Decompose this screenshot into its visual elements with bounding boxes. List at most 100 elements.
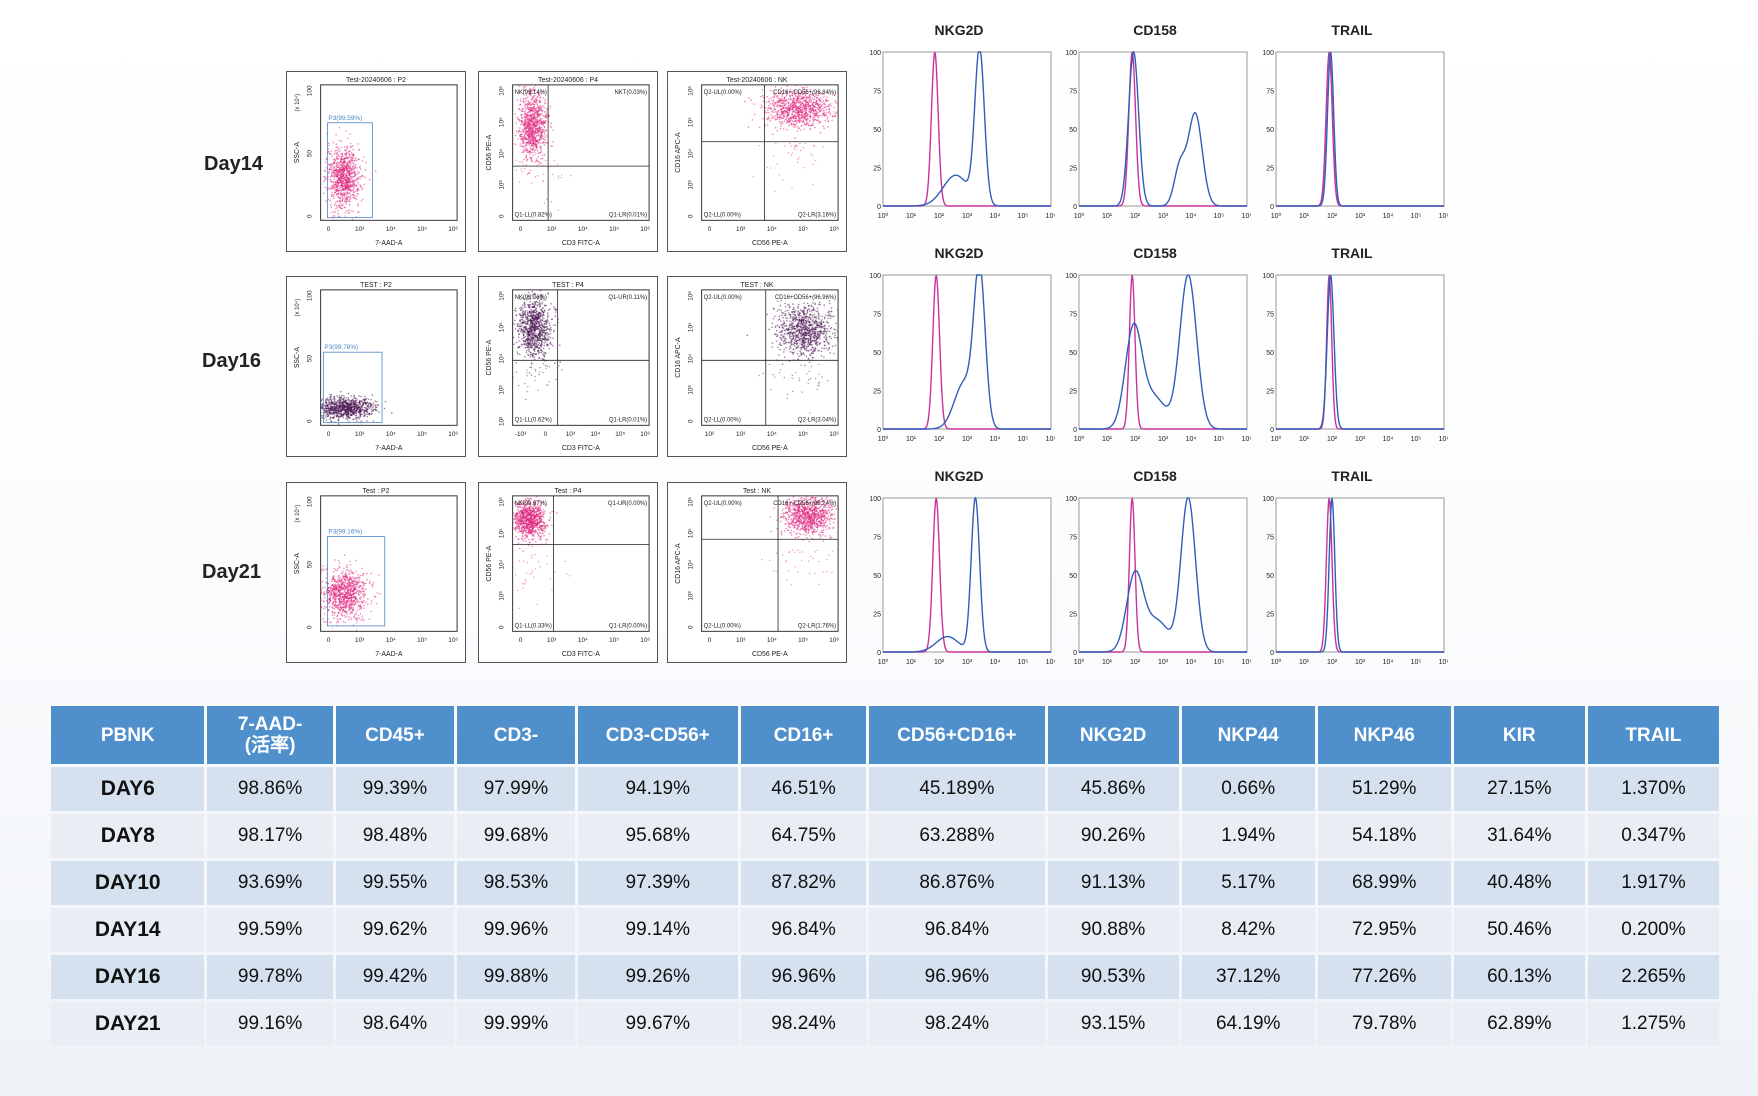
event-dot <box>332 186 335 188</box>
event-dot <box>523 298 526 300</box>
event-dot <box>768 98 771 100</box>
x-axis-label: 7-AAD-A <box>375 445 403 452</box>
event-dot <box>332 187 334 190</box>
event-dot <box>550 343 553 346</box>
event-dot <box>801 96 804 99</box>
event-dot <box>798 157 800 159</box>
event-dot <box>805 98 808 100</box>
event-dot <box>528 123 530 125</box>
event-dot <box>774 108 777 111</box>
event-dot <box>825 330 827 332</box>
event-dot <box>363 156 365 158</box>
event-dot <box>526 390 528 393</box>
plot-frame <box>512 84 650 221</box>
event-dot <box>359 177 361 180</box>
event-dot <box>519 323 521 326</box>
x-tick-label: 0 <box>708 226 712 233</box>
event-dot <box>773 108 775 110</box>
event-dot <box>833 111 835 113</box>
event-dot <box>524 105 527 108</box>
event-dot <box>521 337 523 340</box>
scatter-plot-panel: TEST : P2 7-AAD-A SSC-A (x 10⁴) 0 10³ 10⁴ 10⁵ 10… <box>286 276 466 457</box>
event-dot <box>806 312 809 314</box>
event-dot <box>346 151 348 154</box>
event-dot <box>793 339 796 342</box>
event-dot <box>540 327 543 329</box>
event-dot <box>799 92 802 94</box>
event-dot <box>357 411 360 413</box>
event-dot <box>815 103 817 105</box>
event-dot <box>513 343 515 346</box>
x-tick-label: 10³ <box>547 226 557 233</box>
event-dot <box>515 362 518 364</box>
event-dot <box>349 163 352 166</box>
event-dot <box>337 213 340 215</box>
event-dot <box>531 310 533 312</box>
event-dot <box>537 92 539 95</box>
event-dot <box>525 108 528 110</box>
event-dot <box>335 403 338 406</box>
event-dot <box>539 136 542 138</box>
event-dot <box>525 138 528 141</box>
event-dot <box>522 316 524 319</box>
event-dot <box>794 145 797 147</box>
event-dot <box>334 201 337 204</box>
event-dot <box>334 168 336 171</box>
event-dot <box>798 99 800 102</box>
event-dot <box>528 331 531 334</box>
event-dot <box>343 183 346 186</box>
event-dot <box>329 178 332 181</box>
event-dot <box>536 117 538 119</box>
event-dot <box>514 134 517 137</box>
event-dot <box>515 341 518 344</box>
event-dot <box>519 313 521 315</box>
event-dot <box>540 334 542 337</box>
event-dot <box>322 218 324 221</box>
event-dot <box>532 86 535 89</box>
event-dot <box>529 351 532 354</box>
event-dot <box>529 142 532 144</box>
event-dot <box>333 401 335 404</box>
event-dot <box>354 190 357 193</box>
event-dot <box>547 338 549 341</box>
event-dot <box>788 104 790 107</box>
day-label: Day21 <box>202 561 261 583</box>
event-dot <box>791 91 794 94</box>
x-tick-label: 10⁶ <box>448 226 458 233</box>
event-dot <box>779 118 781 121</box>
event-dot <box>823 347 825 350</box>
event-dot <box>794 99 797 102</box>
event-dot <box>353 185 356 188</box>
event-dot <box>540 162 542 165</box>
event-dot <box>747 126 750 128</box>
event-dot <box>786 109 789 111</box>
event-dot <box>524 311 526 314</box>
event-dot <box>371 406 374 409</box>
event-dot <box>524 110 526 112</box>
event-dot <box>535 296 538 299</box>
event-dot <box>529 151 531 154</box>
event-dot <box>539 118 542 121</box>
event-dot <box>808 108 811 111</box>
event-dot <box>533 325 536 327</box>
event-dot <box>792 308 794 311</box>
event-dot <box>520 322 522 324</box>
event-dot <box>337 417 340 419</box>
event-dot <box>352 412 355 415</box>
event-dot <box>325 167 328 169</box>
event-dot <box>833 352 835 355</box>
event-dot <box>529 94 532 97</box>
event-dot <box>836 101 839 104</box>
event-dot <box>798 105 801 108</box>
event-dot <box>330 405 333 407</box>
event-dot <box>336 169 338 171</box>
event-dot <box>813 313 816 316</box>
event-dot <box>342 164 345 167</box>
event-dot <box>524 144 526 147</box>
event-dot <box>340 195 343 197</box>
event-dot <box>825 100 828 103</box>
event-dot <box>810 98 812 101</box>
event-dot <box>523 325 526 328</box>
event-dot <box>336 206 338 209</box>
y-tick-label: 10⁵ <box>688 117 695 127</box>
